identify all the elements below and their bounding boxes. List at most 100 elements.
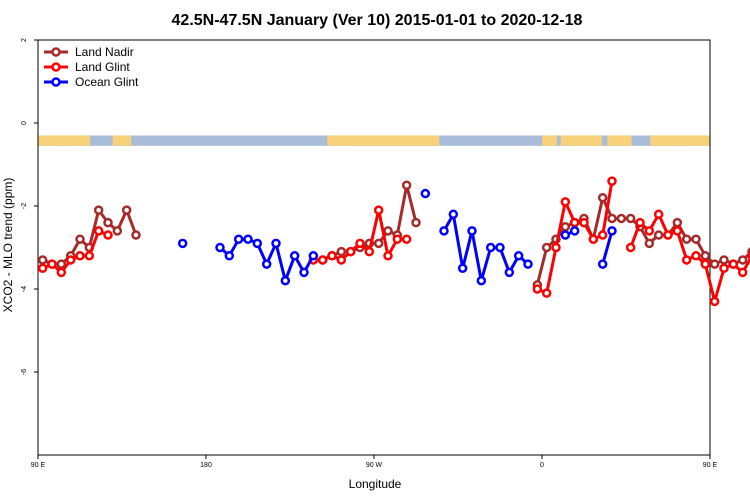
land-glint-point (625, 242, 636, 253)
ocean-glint-point (569, 226, 580, 236)
legend-marker-land-glint (51, 62, 61, 72)
land-nadir-point (56, 259, 67, 269)
land-nadir-point (709, 259, 720, 269)
ocean-glint-point (467, 226, 477, 236)
land-nadir-point (700, 251, 711, 261)
land-glint-point (383, 251, 393, 261)
series-land-nadir (37, 180, 750, 290)
land-glint-point (569, 217, 580, 228)
land-glint-point (737, 267, 748, 278)
land-nadir-point (672, 217, 683, 228)
x-tick-label: 180 (200, 462, 212, 469)
land-nadir-point (616, 213, 627, 224)
y-tick-label: 2 (21, 38, 28, 42)
land-nadir-point (541, 242, 552, 253)
legend-label-ocean-glint: Ocean Glint (75, 75, 139, 89)
land-nadir-point (560, 222, 571, 232)
land-glint-point (551, 242, 561, 253)
land-glint-point (644, 226, 655, 236)
land-segment (38, 135, 91, 146)
land-glint-point (345, 246, 356, 257)
ocean-glint-point (485, 242, 496, 253)
land-glint-point (588, 234, 599, 244)
legend-label-land-nadir: Land Nadir (75, 45, 134, 59)
land-glint-point (93, 226, 104, 236)
ocean-glint-point (308, 251, 319, 261)
land-glint-point (681, 255, 692, 265)
land-nadir-point (597, 192, 608, 203)
land-glint-point (401, 234, 412, 244)
ocean-glint-point (224, 251, 235, 261)
ocean-glint-point (261, 259, 272, 269)
x-tick-label: 90 E (703, 462, 718, 469)
y-tick-label: -2 (21, 203, 28, 209)
land-glint-point (355, 238, 365, 249)
land-nadir-point (411, 217, 421, 228)
ocean-glint-point (299, 267, 309, 278)
x-tick-label: 90 W (366, 462, 383, 469)
ocean-glint-point (280, 275, 291, 286)
land-glint-point (635, 217, 645, 228)
land-ocean-band (38, 135, 710, 146)
x-tick-label: 90 E (31, 462, 46, 469)
land-nadir-point (121, 205, 132, 215)
land-glint-point (579, 217, 589, 228)
land-nadir-point (737, 255, 748, 265)
land-glint-point (75, 251, 85, 261)
land-glint-point (672, 226, 683, 236)
land-glint-point (691, 251, 701, 261)
ocean-glint-point (607, 226, 617, 236)
land-nadir-point (691, 234, 701, 244)
ocean-glint-point (513, 251, 524, 261)
land-glint-point (709, 296, 720, 307)
land-segment (327, 135, 440, 146)
land-nadir-point (383, 226, 393, 236)
land-glint-point (560, 197, 571, 207)
ocean-glint-point (271, 238, 281, 249)
land-glint-point (728, 259, 739, 269)
ocean-glint-line (442, 212, 529, 283)
ocean-glint-point (495, 242, 505, 253)
ocean-glint-point (289, 251, 300, 261)
land-glint-point (700, 259, 711, 269)
land-nadir-point (93, 205, 104, 215)
land-segment (560, 135, 602, 146)
land-glint-point (653, 209, 664, 220)
land-glint-point (336, 255, 347, 265)
ocean-glint-point (597, 259, 608, 269)
land-glint-point (84, 251, 95, 261)
y-tick-label: 0 (21, 121, 28, 125)
land-nadir-point (103, 217, 113, 228)
y-tick-label: -6 (21, 369, 28, 375)
land-glint-point (663, 230, 673, 240)
land-glint-point (103, 230, 113, 240)
ocean-glint-point (448, 209, 459, 220)
ocean-glint-point (233, 234, 244, 244)
land-segment (607, 135, 632, 146)
land-nadir-point (75, 234, 85, 244)
ocean-glint-point (439, 226, 449, 236)
ocean-glint-point (215, 242, 225, 253)
legend-label-land-glint: Land Glint (75, 60, 130, 74)
land-glint-point (317, 255, 328, 265)
series-layer (37, 176, 750, 307)
land-glint-point (719, 263, 729, 273)
legend-marker-ocean-glint (51, 77, 61, 87)
land-glint-point (65, 255, 76, 265)
ocean-glint-line (601, 230, 614, 265)
land-glint-point (56, 267, 67, 278)
land-glint-point (327, 251, 337, 261)
land-nadir-point (131, 230, 141, 240)
land-segment (542, 135, 557, 146)
legend-marker-land-nadir (51, 47, 61, 57)
ocean-glint-point (420, 188, 431, 199)
land-glint-point (47, 259, 57, 269)
land-nadir-point (401, 180, 412, 190)
plot-frame (37, 39, 711, 456)
land-nadir-point (336, 246, 347, 257)
ocean-glint-point (504, 267, 515, 278)
land-glint-point (607, 176, 617, 186)
y-axis-label: XCO2 - MLO trend (ppm) (1, 178, 15, 313)
